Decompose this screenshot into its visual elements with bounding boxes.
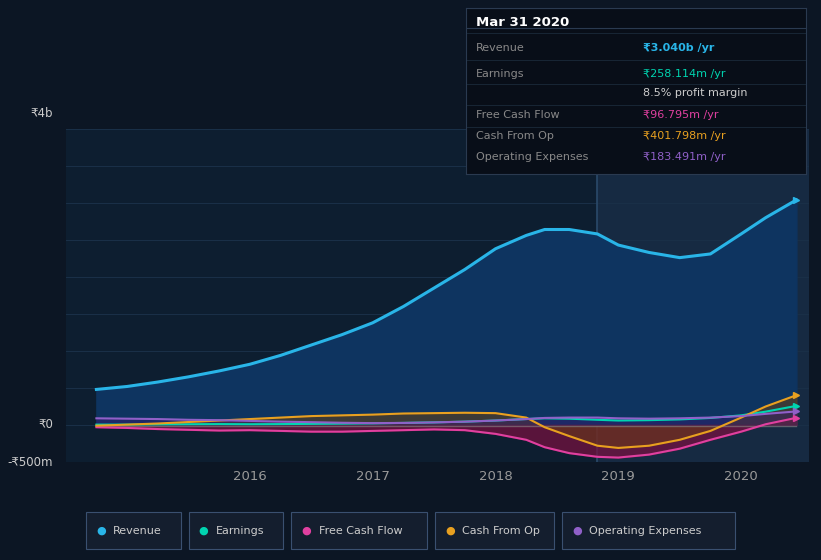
Text: Earnings: Earnings	[475, 69, 525, 80]
Text: 8.5% profit margin: 8.5% profit margin	[643, 88, 747, 99]
Text: Operating Expenses: Operating Expenses	[475, 152, 588, 162]
Text: ₹401.798m /yr: ₹401.798m /yr	[643, 132, 725, 142]
Text: Mar 31 2020: Mar 31 2020	[475, 16, 569, 29]
Text: Earnings: Earnings	[216, 526, 264, 536]
Text: Revenue: Revenue	[475, 43, 525, 53]
Text: -₹500m: -₹500m	[8, 455, 53, 469]
Text: Free Cash Flow: Free Cash Flow	[475, 110, 559, 120]
Text: ●: ●	[199, 526, 209, 536]
Text: ₹0: ₹0	[39, 418, 53, 431]
Text: ●: ●	[572, 526, 582, 536]
Text: ₹3.040b /yr: ₹3.040b /yr	[643, 43, 714, 53]
Text: Operating Expenses: Operating Expenses	[589, 526, 702, 536]
Text: ●: ●	[301, 526, 311, 536]
Text: Revenue: Revenue	[113, 526, 162, 536]
Text: ₹96.795m /yr: ₹96.795m /yr	[643, 110, 718, 120]
Text: Cash From Op: Cash From Op	[462, 526, 540, 536]
Text: ●: ●	[96, 526, 106, 536]
Text: ₹4b: ₹4b	[31, 108, 53, 120]
Text: ●: ●	[445, 526, 455, 536]
Text: ₹183.491m /yr: ₹183.491m /yr	[643, 152, 725, 162]
Text: ₹258.114m /yr: ₹258.114m /yr	[643, 69, 725, 80]
Text: Cash From Op: Cash From Op	[475, 132, 553, 142]
Bar	[598, 129, 809, 462]
Text: Free Cash Flow: Free Cash Flow	[319, 526, 402, 536]
